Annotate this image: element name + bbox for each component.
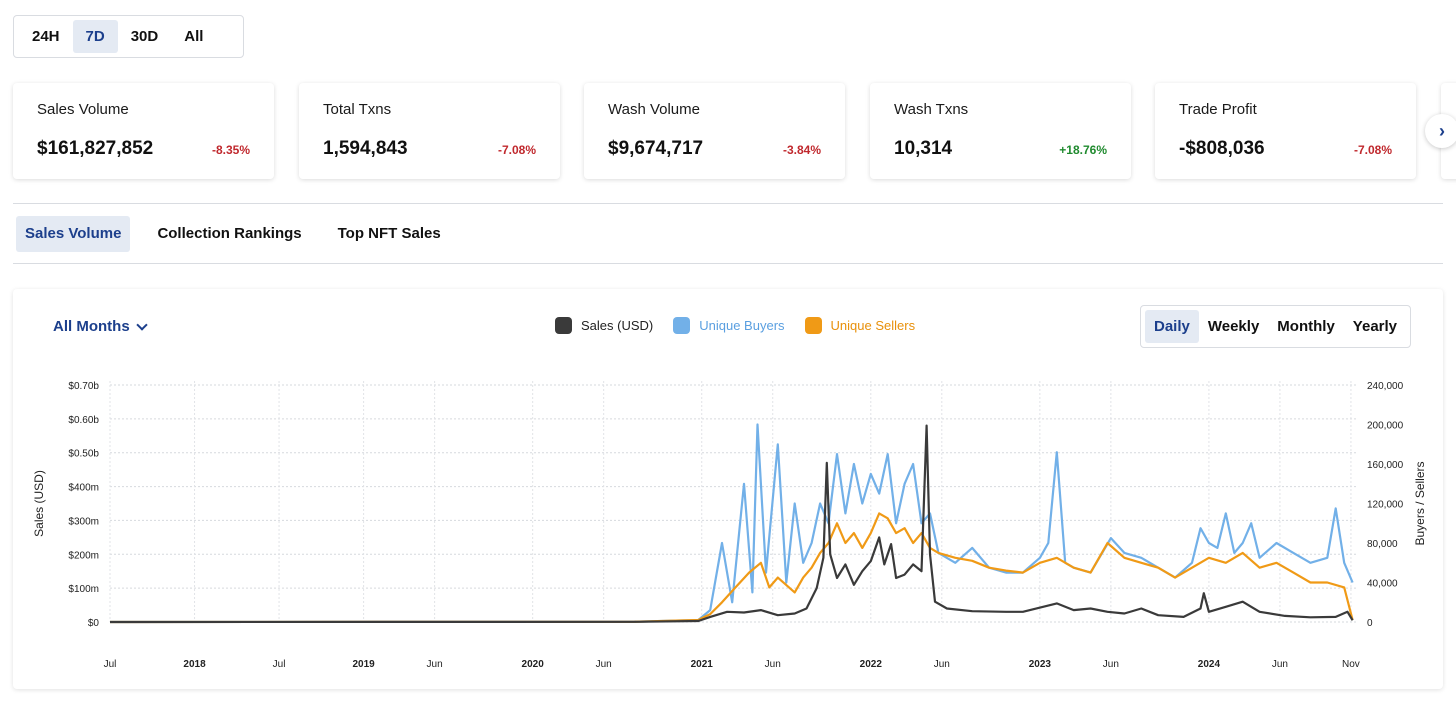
legend-item-buyers[interactable]: Unique Buyers [673, 317, 785, 334]
y2-tick-label: 240,000 [1367, 381, 1404, 392]
y2-tick-label: 40,000 [1367, 579, 1398, 590]
y2-tick-label: 160,000 [1367, 460, 1404, 471]
series-line-unique-buyers [109, 423, 1354, 624]
stat-card-trade-profit[interactable]: Trade Profit -$808,036 -7.08% [1155, 83, 1416, 179]
period-30d-button[interactable]: 30D [130, 28, 159, 45]
granularity-weekly-button[interactable]: Weekly [1207, 318, 1260, 335]
legend-label: Sales (USD) [581, 318, 654, 333]
x-tick-label: Jul [273, 659, 286, 670]
tab-collection-rankings[interactable]: Collection Rankings [157, 225, 302, 242]
x-tick-label: Jun [765, 659, 781, 670]
granularity-yearly-button[interactable]: Yearly [1352, 318, 1398, 335]
x-tick-label: Nov [1342, 659, 1360, 670]
series-line-unique-sellers [109, 512, 1354, 624]
stat-card-sales-volume[interactable]: Sales Volume $161,827,852 -8.35% [13, 83, 274, 179]
x-tick-label: Jun [934, 659, 950, 670]
stat-card-wash-txns[interactable]: Wash Txns 10,314 +18.76% [870, 83, 1131, 179]
legend-item-sales[interactable]: Sales (USD) [555, 317, 653, 334]
period-24h-button[interactable]: 24H [32, 28, 60, 45]
granularity-monthly-button[interactable]: Monthly [1277, 318, 1335, 335]
legend-swatch [804, 317, 822, 334]
legend-label: Unique Buyers [699, 318, 785, 333]
y2-tick-label: 0 [1367, 618, 1373, 629]
y2-tick-label: 120,000 [1367, 500, 1404, 511]
divider [13, 263, 1443, 264]
stat-value: -$808,036 [1179, 138, 1265, 159]
stat-cards: Sales Volume $161,827,852 -8.35% Total T… [13, 83, 1456, 180]
x-tick-label: 2024 [1198, 659, 1221, 670]
stat-value: $9,674,717 [608, 138, 704, 159]
x-tick-label: Jun [427, 659, 443, 670]
y2-tick-label: 80,000 [1367, 539, 1398, 550]
sales-chart[interactable]: $0 $100m $200m $300m $400m $0.50b $0.60b $0.70b… [0, 289, 1456, 689]
y-tick-label: $400m [68, 483, 99, 494]
chevron-right-icon: › [1439, 120, 1445, 141]
x-tick-label: 2023 [1029, 659, 1052, 670]
legend-label: Unique Sellers [830, 318, 916, 333]
x-tick-label: Jun [1272, 659, 1288, 670]
stat-value: $161,827,852 [37, 138, 154, 159]
x-tick-label: 2022 [860, 659, 883, 670]
x-tick-label: 2020 [522, 659, 545, 670]
x-tick-label: Jun [1103, 659, 1119, 670]
stat-title: Total Txns [323, 101, 392, 118]
divider [13, 203, 1443, 204]
chart-legend: Sales (USD) Unique Buyers Unique Sellers [555, 317, 935, 334]
y2-axis-title: Buyers / Sellers [1413, 461, 1427, 545]
stat-card-wash-volume[interactable]: Wash Volume $9,674,717 -3.84% [584, 83, 845, 179]
stat-change: -3.84% [782, 143, 821, 157]
y-tick-label: $0 [88, 618, 100, 629]
section-tabs: Sales Volume Collection Rankings Top NFT… [16, 216, 468, 252]
x-tick-label: 2021 [691, 659, 714, 670]
stat-card-total-txns[interactable]: Total Txns 1,594,843 -7.08% [299, 83, 560, 179]
y-axis-title: Sales (USD) [32, 470, 46, 537]
stat-change: -8.35% [211, 143, 250, 157]
x-tick-label: Jul [104, 659, 117, 670]
stat-change: -7.08% [497, 143, 536, 157]
stat-title: Wash Txns [894, 101, 969, 118]
granularity-selector: Daily Weekly Monthly Yearly [1140, 305, 1411, 348]
stat-value: 1,594,843 [323, 138, 408, 159]
period-7d-button[interactable]: 7D [72, 20, 118, 53]
stat-title: Wash Volume [608, 101, 700, 118]
stat-title: Sales Volume [37, 101, 129, 118]
y-tick-label: $0.50b [68, 449, 99, 460]
x-tick-label: 2019 [352, 659, 375, 670]
months-dropdown[interactable]: All Months [53, 318, 148, 335]
tab-top-nft-sales[interactable]: Top NFT Sales [337, 225, 441, 242]
tab-sales-volume[interactable]: Sales Volume [16, 216, 131, 252]
y-tick-label: $100m [68, 584, 99, 595]
y2-tick-label: 200,000 [1367, 421, 1404, 432]
y-tick-label: $0.60b [68, 415, 99, 426]
x-tick-label: 2018 [183, 659, 206, 670]
legend-item-sellers[interactable]: Unique Sellers [804, 317, 916, 334]
period-all-button[interactable]: All [184, 28, 204, 45]
stat-change: +18.76% [1059, 143, 1107, 157]
legend-swatch [555, 317, 572, 334]
y-tick-label: $0.70b [68, 381, 99, 392]
months-dropdown-label: All Months [53, 318, 130, 335]
stat-title: Trade Profit [1179, 101, 1257, 118]
stat-change: -7.08% [1353, 143, 1392, 157]
granularity-daily-button[interactable]: Daily [1145, 310, 1199, 343]
y-tick-label: $200m [68, 550, 99, 561]
period-selector: 24H 7D 30D All [13, 15, 244, 58]
x-tick-label: Jun [596, 659, 612, 670]
y-tick-label: $300m [68, 516, 99, 527]
legend-swatch [673, 317, 691, 334]
series-line-sales-usd [109, 424, 1354, 624]
cards-next-button[interactable]: › [1425, 114, 1456, 148]
stat-value: 10,314 [894, 138, 953, 159]
